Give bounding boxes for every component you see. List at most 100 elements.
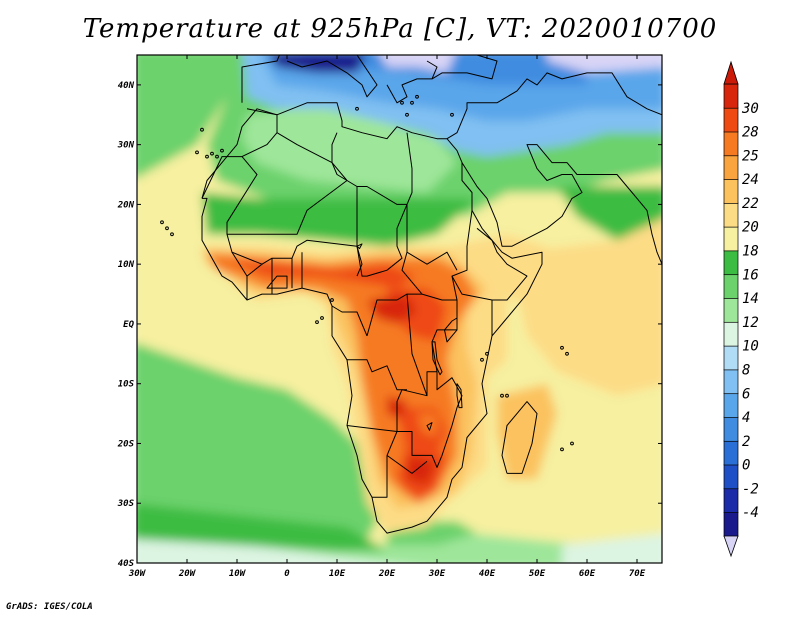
temperature-region-27: [367, 294, 417, 324]
island-21: [450, 112, 454, 117]
island-11: [500, 393, 504, 398]
colorbar-label: 30: [741, 101, 759, 117]
colorbar-swatch: [723, 511, 739, 537]
x-tick-label: 10E: [329, 569, 346, 579]
colorbar-label: 16: [742, 267, 759, 283]
colorbar-swatch: [723, 464, 739, 490]
colorbar-swatch: [723, 83, 739, 109]
island-3: [205, 154, 209, 159]
colorbar-swatch: [723, 488, 739, 513]
island-24: [410, 100, 414, 105]
temperature-region-5: [562, 533, 662, 563]
colorbar-label: 24: [742, 172, 759, 188]
colorbar-swatch: [723, 131, 739, 157]
chart-title: Temperature at 925hPa [C], VT: 202001070…: [82, 14, 718, 44]
colorbar-swatch: [723, 226, 739, 252]
coastline-22: [386, 431, 398, 456]
coastline-15: [451, 227, 528, 301]
temperature-region-1: [137, 55, 227, 178]
y-tick-label: 30S: [117, 499, 135, 509]
island-8: [220, 148, 224, 153]
coastline-5: [386, 60, 438, 104]
coastline-10: [226, 132, 348, 235]
island-1: [170, 232, 174, 237]
coastline-14: [406, 251, 458, 271]
colorbar-swatch: [723, 107, 739, 133]
colorbar-swatch: [723, 392, 739, 418]
island-5: [200, 127, 204, 132]
temperature-region-17: [557, 186, 662, 241]
colorbar-swatch: [723, 369, 739, 395]
coastlines: [160, 55, 662, 534]
x-tick-label: 70E: [629, 569, 646, 579]
island-16: [480, 357, 484, 362]
island-22: [355, 106, 359, 111]
coastline-20: [372, 455, 388, 498]
coastline-17: [431, 300, 463, 426]
temperature-region-13: [269, 55, 366, 73]
colorbar-under-arrow: [723, 535, 739, 558]
island-2: [160, 220, 164, 225]
island-10: [560, 447, 564, 452]
temperature-region-19: [517, 218, 662, 396]
coastline-8: [331, 132, 413, 205]
temperature-region-9: [242, 102, 457, 193]
grads-credit: GrADS: IGES/COLA: [6, 602, 93, 612]
island-12: [505, 393, 509, 398]
x-tick-label: 20W: [178, 569, 197, 579]
colorbar-label: 28: [742, 125, 759, 141]
y-tick-label: 40N: [118, 81, 135, 91]
x-axis-ticks: 30W 20W 10W 0 10E 20E 30E 40E 50E 60E 70E: [128, 55, 646, 579]
coastline-21: [386, 454, 428, 474]
colorbar-swatch: [723, 202, 739, 228]
colorbar-swatch: [723, 273, 739, 299]
colorbar-label: 20: [742, 220, 759, 236]
x-tick-label: 0: [284, 569, 290, 579]
temperature-region-2: [137, 343, 377, 540]
y-axis-ticks: 40N 30N 20N 10N EQ 10S 20S 30S 40S: [117, 81, 662, 569]
coastline-32: [246, 263, 263, 277]
coastline-3: [241, 55, 281, 103]
coastline-18: [396, 371, 453, 468]
lake-2: [456, 383, 463, 409]
colorbar-label: 12: [742, 315, 759, 331]
colorbar-swatch: [723, 297, 739, 323]
colorbar-label: -2: [742, 481, 759, 497]
island-4: [215, 154, 219, 159]
coastline-25: [347, 359, 407, 391]
island-23: [400, 100, 404, 105]
x-tick-label: 50E: [529, 569, 546, 579]
colorbar-label: 8: [742, 363, 750, 379]
x-tick-label: 60E: [579, 569, 596, 579]
temperature-field: [137, 55, 662, 563]
temperature-region-7: [137, 503, 387, 551]
colorbar-swatch: [723, 178, 739, 204]
temperature-region-21: [497, 383, 557, 480]
island-17: [315, 320, 319, 325]
coastline-4: [286, 55, 378, 98]
coastline-24: [366, 293, 408, 337]
lake-0: [444, 317, 458, 343]
plot-frame: [136, 54, 663, 564]
temperature-region-4: [137, 539, 387, 563]
lake-3: [426, 422, 433, 431]
island-25: [415, 94, 419, 99]
temperature-region-12: [310, 55, 587, 85]
coastline-6: [431, 55, 498, 80]
y-tick-label: 10S: [118, 380, 135, 390]
x-tick-label: 30E: [428, 569, 446, 579]
x-tick-label: 40E: [479, 569, 496, 579]
coastline-26: [331, 305, 368, 337]
temperature-region-16: [202, 192, 477, 247]
island-18: [320, 316, 324, 320]
lake-1: [431, 341, 443, 376]
coastline-19: [346, 425, 398, 432]
island-6: [210, 151, 214, 156]
island-19: [330, 298, 334, 302]
coastline-13: [401, 204, 473, 301]
y-tick-label: 10N: [118, 260, 135, 270]
island-20: [405, 112, 409, 117]
colorbar-label: 22: [742, 196, 759, 212]
colorbar-swatch: [723, 155, 739, 180]
